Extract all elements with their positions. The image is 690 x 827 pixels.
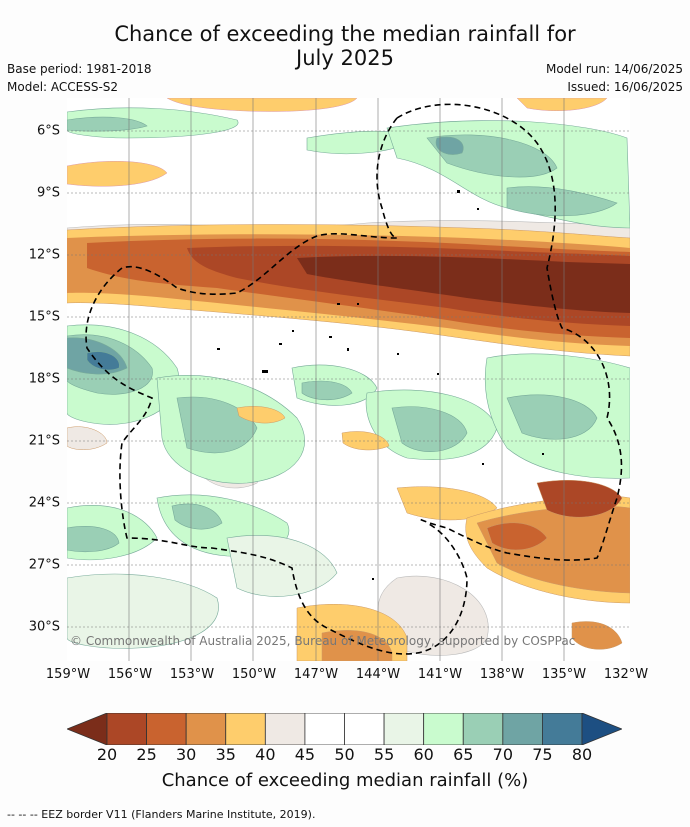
model-name: Model: ACCESS-S2 [7, 80, 119, 94]
copyright-notice: © Commonwealth of Australia 2025, Bureau… [70, 634, 576, 648]
base-period: Base period: 1981-2018 [7, 62, 152, 76]
title-line-2: July 2025 [296, 46, 394, 70]
lon-label: 153°W [169, 667, 215, 682]
colorbar-cell [106, 713, 147, 745]
lon-label: 159°W [45, 667, 91, 682]
colorbar-tick-label: 30 [175, 745, 197, 764]
colorbar-under-arrow [67, 713, 108, 745]
lat-label: 30°S [28, 619, 60, 635]
colorbar-cell [462, 713, 504, 745]
colorbar-tick-label: 20 [96, 745, 118, 764]
colorbar-cell [225, 713, 266, 745]
lat-label: 12°S [28, 247, 60, 263]
colorbar-cell [304, 713, 345, 745]
lon-label: 150°W [231, 667, 277, 682]
lon-label: 132°W [603, 667, 649, 682]
colorbar-cell [383, 713, 425, 745]
colorbar-tick-label: 25 [136, 745, 157, 764]
map-title: Chance of exceeding the median rainfall … [0, 22, 690, 70]
lon-label: 138°W [479, 667, 525, 682]
map-svg [67, 98, 630, 661]
colorbar-cell [542, 713, 583, 745]
lat-label: 9°S [36, 185, 60, 201]
colorbar-cell [502, 713, 543, 745]
colorbar-over-arrow [581, 713, 622, 745]
title-line-1: Chance of exceeding the median rainfall … [114, 22, 576, 46]
colorbar-tick-label: 35 [215, 745, 236, 764]
lat-label: 27°S [28, 557, 60, 573]
lat-label: 18°S [28, 371, 60, 387]
lat-label: 15°S [28, 309, 60, 325]
colorbar-cell [344, 713, 385, 745]
colorbar-cell [423, 713, 464, 745]
eez-legend-note: -- -- -- EEZ border V11 (Flanders Marine… [7, 808, 316, 821]
colorbar-tick-label: 50 [334, 745, 355, 764]
colorbar-tick-label: 80 [571, 745, 593, 764]
meta-left: Base period: 1981-2018 Model: ACCESS-S2 [7, 60, 152, 96]
colorbar-tick-label: 60 [413, 745, 434, 764]
model-run: Model run: 14/06/2025 [545, 62, 683, 76]
lat-label: 24°S [28, 495, 60, 511]
colorbar-cell [146, 713, 187, 745]
colorbar-title: Chance of exceeding median rainfall (%) [161, 770, 529, 791]
lon-label: 141°W [417, 667, 463, 682]
lat-label: 6°S [36, 123, 60, 139]
colorbar-cell [264, 713, 306, 745]
lon-label: 135°W [541, 667, 587, 682]
colorbar-tick-label: 70 [492, 745, 514, 764]
colorbar-tick-label: 45 [294, 745, 316, 764]
rainfall-map [67, 98, 630, 661]
lat-label: 21°S [28, 433, 60, 449]
lon-label: 147°W [293, 667, 339, 682]
colorbar-tick-label: 55 [373, 745, 395, 764]
lon-label: 144°W [355, 667, 401, 682]
meta-right: Model run: 14/06/2025 Issued: 16/06/2025 [546, 60, 683, 96]
issued-date: Issued: 16/06/2025 [567, 80, 683, 94]
colorbar [67, 713, 622, 745]
colorbar-tick-label: 65 [453, 745, 474, 764]
colorbar-cell [185, 713, 227, 745]
lon-label: 156°W [107, 667, 153, 682]
colorbar-tick-label: 75 [532, 745, 553, 764]
colorbar-tick-label: 40 [255, 745, 276, 764]
